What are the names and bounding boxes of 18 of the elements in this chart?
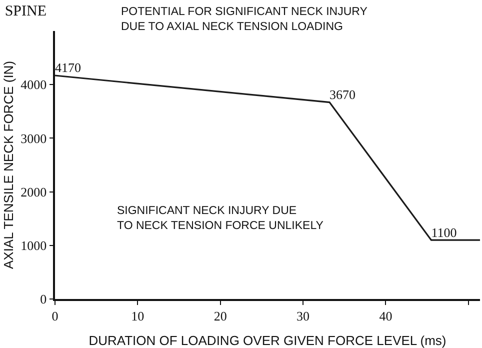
x-tick-label: 10 (131, 308, 144, 324)
annotation: SIGNIFICANT NECK INJURY DUE TO NECK TENSION FORCE UNLIKELY (117, 205, 324, 232)
y-tick-label: 4000 (20, 77, 47, 92)
data-label: 4170 (55, 60, 81, 76)
data-label: 1100 (431, 224, 457, 240)
x-tick-label: 40 (379, 308, 392, 324)
data-label: 3670 (330, 87, 356, 102)
y-tick-label: 1000 (20, 238, 47, 253)
y-tick-label: 3000 (20, 130, 47, 146)
chart-title: SPINE (4, 4, 47, 20)
x-tick-label: 30 (296, 308, 310, 324)
x-tick-label: 0 (52, 308, 58, 324)
annotation: POTENTIAL FOR SIGNIFICANT NECK INJURY DUE TO AXIAL NECK TENSION LOADING (121, 6, 368, 33)
y-tick-label: 2000 (20, 184, 47, 200)
x-axis-title: DURATION OF LOADING OVER GIVEN FORCE LEVEL (ms) (88, 333, 446, 348)
y-axis-title: AXIAL TENSILE NECK FORCE (IN) (1, 60, 16, 270)
y-tick-label: 0 (40, 292, 47, 307)
x-tick-label: 20 (214, 308, 227, 324)
